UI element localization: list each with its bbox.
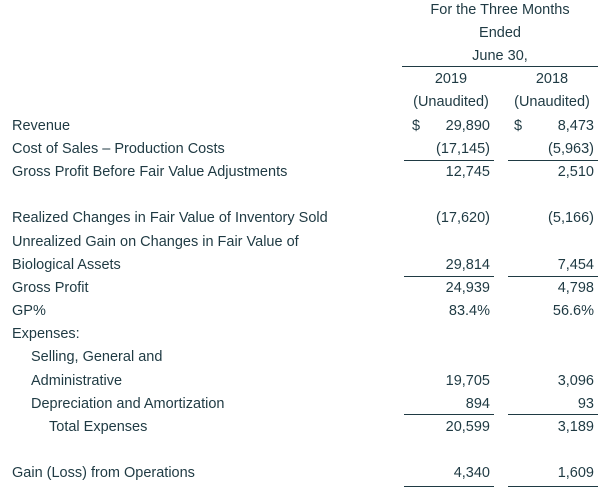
row-label-depreciation: Depreciation and Amortization xyxy=(31,396,225,412)
header-divider xyxy=(402,66,598,67)
realized-changes-2019: (17,620) xyxy=(435,210,490,226)
total-rule-2019 xyxy=(404,486,494,487)
cost-of-sales-2019: (17,145) xyxy=(435,141,490,157)
sga-2018: 3,096 xyxy=(557,373,594,389)
sga-2019: 19,705 xyxy=(445,373,490,389)
total-rule-2018 xyxy=(508,486,598,487)
subtotal-rule-2018 xyxy=(508,160,598,161)
gross-profit-before-fv-2019: 12,745 xyxy=(445,164,490,180)
row-label-gross-profit-before-fv: Gross Profit Before Fair Value Adjustmen… xyxy=(12,164,288,180)
depreciation-2019: 894 xyxy=(465,396,490,412)
cost-of-sales-2018: (5,963) xyxy=(548,141,594,157)
period-header-line1: For the Three Months xyxy=(430,2,570,18)
row-label-realized-changes: Realized Changes in Fair Value of Invent… xyxy=(12,210,328,226)
audit-2018: (Unaudited) xyxy=(514,94,590,110)
row-label-sga-line2: Administrative xyxy=(31,373,123,389)
gp-percent-2018: 56.6% xyxy=(552,303,594,319)
subtotal-rule-2019 xyxy=(404,160,494,161)
year-2018: 2018 xyxy=(535,71,569,87)
period-header-line2: Ended xyxy=(479,25,521,41)
currency-2018: $ xyxy=(514,118,523,134)
revenue-2019: 29,890 xyxy=(445,118,490,134)
realized-changes-2018: (5,166) xyxy=(548,210,594,226)
row-label-unrealized-gain-line2: Biological Assets xyxy=(12,257,121,273)
period-header-line3: June 30, xyxy=(472,48,528,64)
subtotal-rule-2019 xyxy=(404,414,494,415)
revenue-2018: 8,473 xyxy=(557,118,594,134)
unrealized-gain-2019: 29,814 xyxy=(445,257,490,273)
unrealized-gain-2018: 7,454 xyxy=(557,257,594,273)
year-2019: 2019 xyxy=(434,71,468,87)
row-label-unrealized-gain-line1: Unrealized Gain on Changes in Fair Value… xyxy=(12,234,299,250)
gross-profit-2018: 4,798 xyxy=(557,280,594,296)
row-label-total-expenses: Total Expenses xyxy=(49,419,148,435)
row-label-sga-line1: Selling, General and xyxy=(31,349,163,365)
row-label-gp-percent: GP% xyxy=(12,303,46,319)
subtotal-rule-2019 xyxy=(404,276,494,277)
total-expenses-2019: 20,599 xyxy=(445,419,490,435)
depreciation-2018: 93 xyxy=(577,396,594,412)
row-label-gain-loss-operations: Gain (Loss) from Operations xyxy=(12,465,195,481)
total-expenses-2018: 3,189 xyxy=(557,419,594,435)
row-label-revenue: Revenue xyxy=(12,118,71,134)
gp-percent-2019: 83.4% xyxy=(448,303,490,319)
gross-profit-2019: 24,939 xyxy=(445,280,490,296)
subtotal-rule-2018 xyxy=(508,276,598,277)
row-label-gross-profit: Gross Profit xyxy=(12,280,89,296)
currency-2019: $ xyxy=(412,118,421,134)
gain-loss-operations-2019: 4,340 xyxy=(453,465,490,481)
expenses-heading: Expenses: xyxy=(12,326,80,342)
gross-profit-before-fv-2018: 2,510 xyxy=(557,164,594,180)
audit-2019: (Unaudited) xyxy=(413,94,489,110)
gain-loss-operations-2018: 1,609 xyxy=(557,465,594,481)
row-label-cost-of-sales: Cost of Sales – Production Costs xyxy=(12,141,225,157)
subtotal-rule-2018 xyxy=(508,414,598,415)
